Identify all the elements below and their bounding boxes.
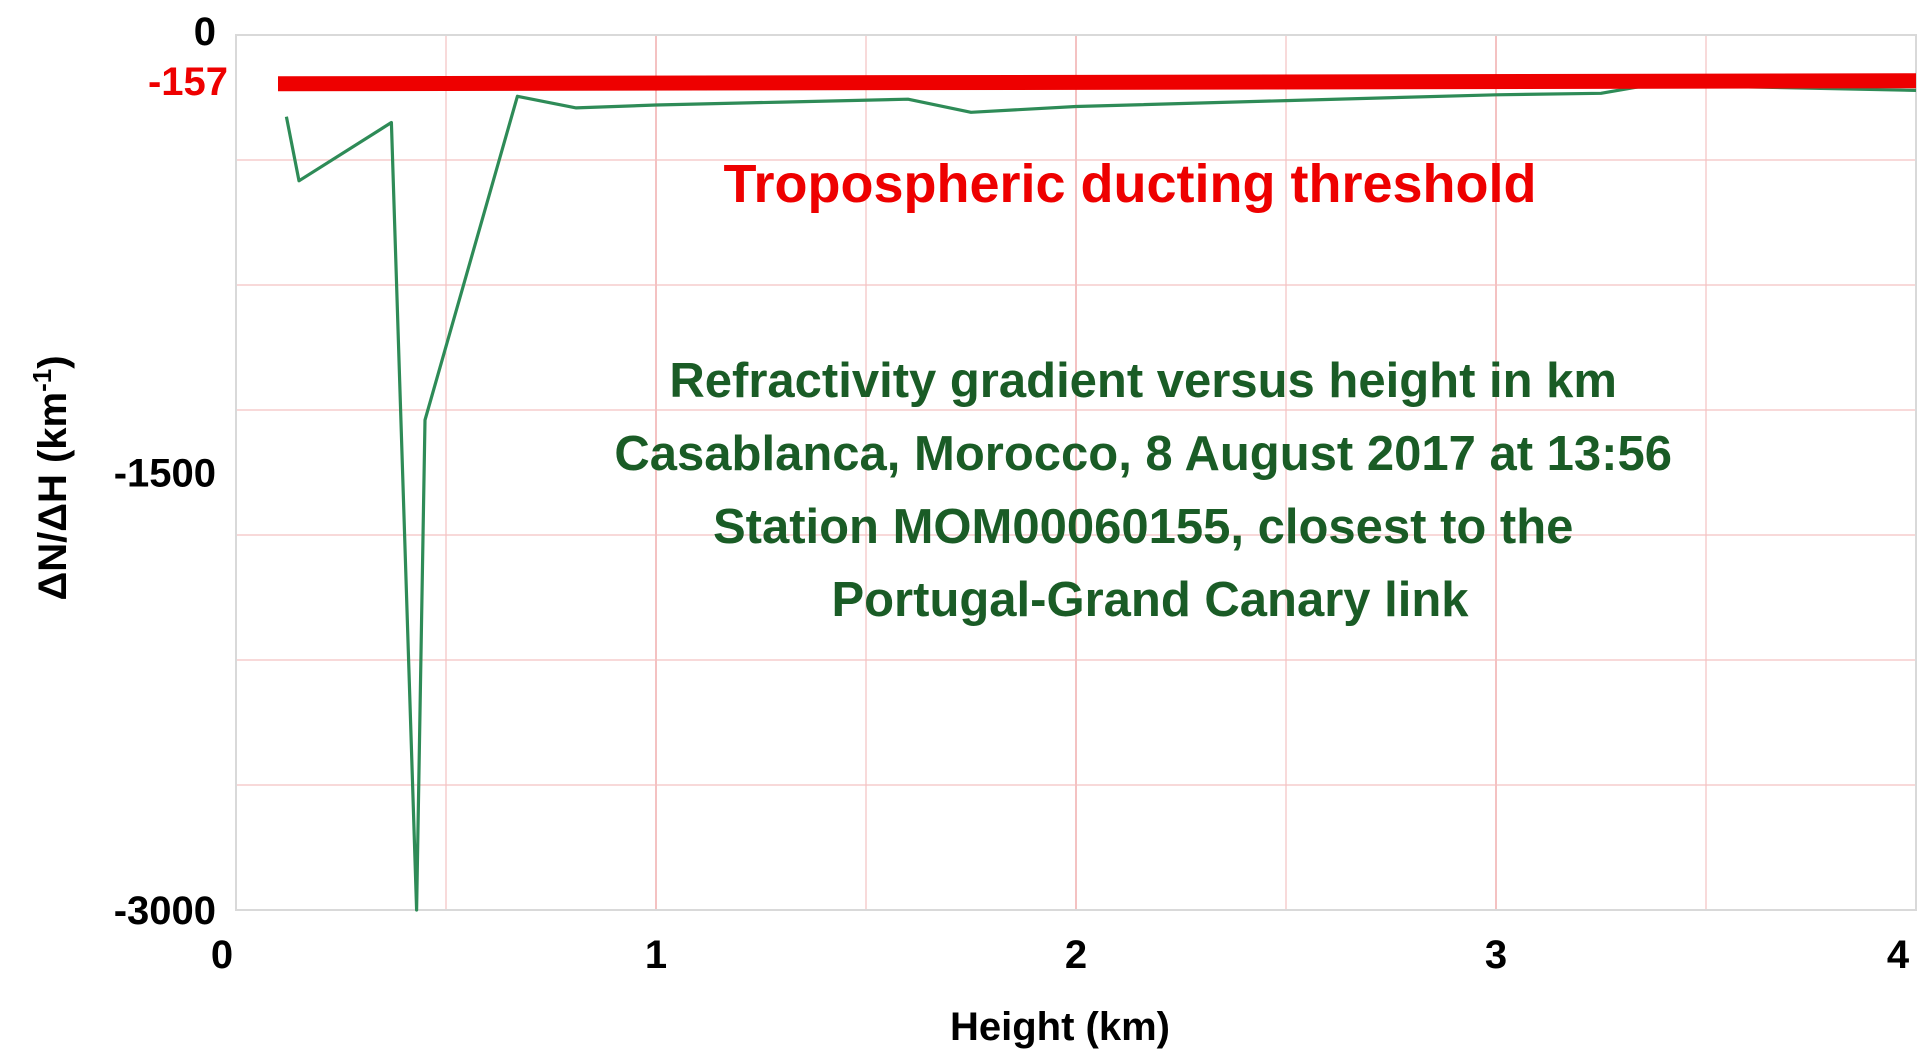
x-tick-label: 0 bbox=[211, 933, 233, 977]
threshold-line bbox=[277, 73, 1917, 92]
threshold-annotation: Tropospheric ducting threshold bbox=[723, 154, 1536, 214]
y-tick-label: 0 bbox=[194, 10, 216, 54]
plot-border bbox=[235, 34, 1917, 911]
x-tick-label: 1 bbox=[645, 933, 667, 977]
x-tick-label: 4 bbox=[1887, 933, 1910, 977]
y-tick-label: -3000 bbox=[114, 889, 216, 933]
annotation-line-4: Portugal-Grand Canary link bbox=[831, 573, 1469, 627]
y-axis-title-sup: -1 bbox=[27, 369, 57, 392]
annotation-line-1: Refractivity gradient versus height in k… bbox=[669, 354, 1617, 408]
x-axis-title: Height (km) bbox=[950, 1005, 1170, 1049]
y-axis-title: ΔN/ΔH (km-1) bbox=[27, 355, 75, 600]
annotation-line-3: Station MOM00060155, closest to the bbox=[713, 500, 1574, 554]
series-line-0 bbox=[284, 84, 1917, 912]
x-tick-label: 3 bbox=[1485, 933, 1507, 977]
chart-annotation: Refractivity gradient versus height in k… bbox=[614, 354, 1685, 627]
y-axis-title-close: ) bbox=[31, 355, 75, 368]
threshold-value-label: -157 bbox=[148, 60, 228, 104]
reference-line-group: -157 bbox=[148, 60, 1917, 104]
y-axis-title-main: ΔN/ΔH (km bbox=[31, 392, 75, 601]
grid bbox=[236, 35, 1916, 910]
tick-labels: 0 1 2 3 4 0 -1500 -3000 bbox=[114, 10, 1910, 977]
annotation-line-2: Casablanca, Morocco, 8 August 2017 at 13… bbox=[614, 427, 1672, 481]
x-tick-label: 2 bbox=[1065, 933, 1087, 977]
series-group bbox=[284, 84, 1917, 912]
y-tick-label: -1500 bbox=[114, 452, 216, 496]
plot-frame bbox=[235, 34, 1917, 911]
